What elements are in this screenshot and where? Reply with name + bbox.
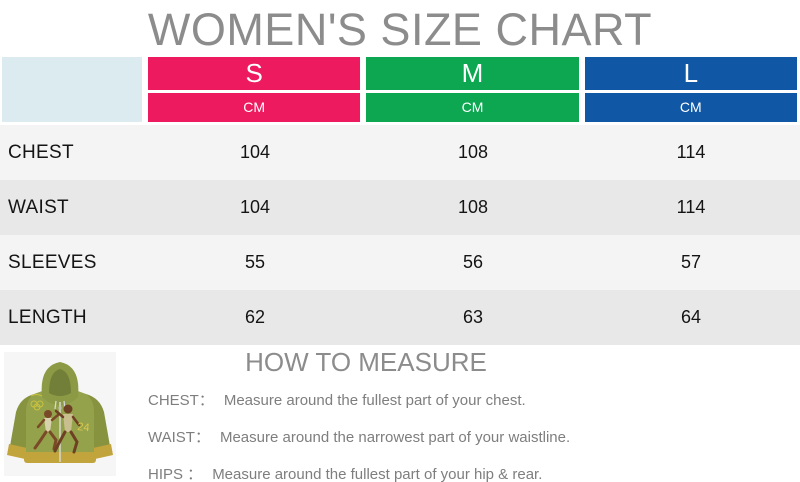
size-m-header: M [366, 57, 579, 90]
guide-label: HIPS ： [148, 466, 203, 482]
guide-line-waist: WAIST： Measure around the narrowest part… [148, 426, 584, 447]
sleeves-m-value: 56 [462, 252, 484, 272]
measure-guide: HOW TO MEASURE CHEST： Measure around the… [148, 347, 584, 482]
size-table: S CM M CM L CM CHEST 104 108 114 WAIST 1… [0, 57, 800, 345]
length-m-value: 63 [462, 307, 484, 327]
guide-text: Measure around the fullest part of your … [223, 392, 526, 409]
header-corner-cell [2, 57, 142, 122]
size-table-body: CHEST 104 108 114 WAIST 104 108 114 SLEE… [0, 125, 800, 345]
chest-m-value: 108 [457, 142, 489, 162]
sleeves-l-value: 57 [680, 252, 702, 272]
sleeves-s-value: 55 [244, 252, 266, 272]
size-s-unit: CM [148, 93, 361, 122]
how-to-measure-section: 24 HOW TO MEASURE CHEST： Measure around … [0, 345, 800, 482]
size-l-header: L [584, 57, 797, 90]
table-row-sleeves: SLEEVES 55 56 57 [0, 235, 800, 290]
chest-l-value: 114 [676, 142, 706, 162]
page-title: WOMEN'S SIZE CHART [147, 4, 653, 55]
size-l-unit: CM [584, 93, 797, 122]
guide-text: Measure around the narrowest part of you… [219, 429, 571, 446]
hoodie-illustration: 24 [4, 352, 116, 476]
waist-l-value: 114 [676, 197, 706, 217]
row-label: CHEST [8, 141, 74, 163]
length-l-value: 64 [680, 307, 702, 327]
chest-s-value: 104 [239, 142, 271, 162]
measure-guide-title: HOW TO MEASURE [245, 347, 487, 377]
row-label: SLEEVES [8, 251, 97, 273]
hoodie-number-graphic: 24 [77, 421, 90, 434]
guide-line-hips: HIPS ： Measure around the fullest part o… [148, 463, 584, 482]
size-column-l: L CM [584, 57, 797, 122]
size-s-header: S [148, 57, 361, 90]
table-row-waist: WAIST 104 108 114 [0, 180, 800, 235]
guide-label: CHEST： [148, 392, 214, 409]
table-row-chest: CHEST 104 108 114 [0, 125, 800, 180]
guide-label: WAIST： [148, 429, 210, 446]
size-table-header: S CM M CM L CM [2, 57, 797, 122]
size-m-unit: CM [366, 93, 579, 122]
table-row-length: LENGTH 62 63 64 [0, 290, 800, 345]
size-column-s: S CM [148, 57, 361, 122]
guide-text: Measure around the fullest part of your … [212, 466, 543, 482]
product-photo-hoodie: 24 [4, 352, 116, 476]
length-s-value: 62 [244, 307, 266, 327]
size-column-m: M CM [366, 57, 579, 122]
guide-line-chest: CHEST： Measure around the fullest part o… [148, 389, 584, 410]
waist-s-value: 104 [239, 197, 271, 217]
row-label: LENGTH [8, 306, 87, 328]
waist-m-value: 108 [457, 197, 489, 217]
row-label: WAIST [8, 196, 69, 218]
